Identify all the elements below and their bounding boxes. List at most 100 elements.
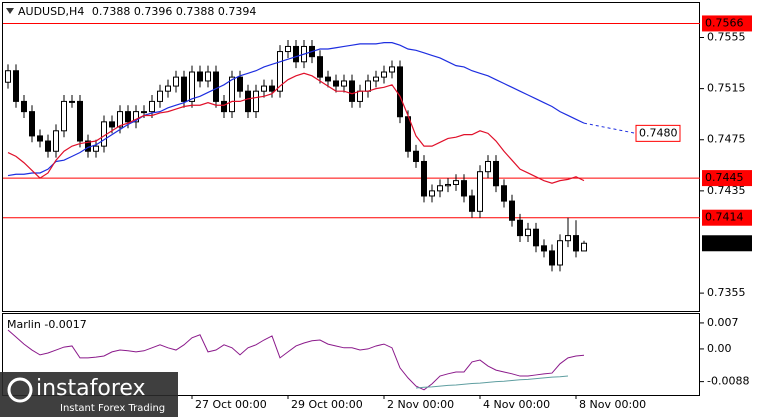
candle-body <box>469 195 475 212</box>
candle-body <box>181 76 187 102</box>
level-box <box>702 15 752 32</box>
candle-body <box>485 160 491 173</box>
y-tick-label: 0.00 <box>707 342 732 355</box>
candle-body <box>381 71 387 78</box>
price-box <box>702 235 752 252</box>
moving-average <box>7 42 585 177</box>
candle-body <box>357 90 363 102</box>
candle-body <box>237 76 243 92</box>
candle-body <box>101 121 107 147</box>
candle-body <box>565 235 571 242</box>
candle-body <box>13 70 19 102</box>
x-tick-label: 4 Nov 00:00 <box>483 398 550 411</box>
candle-body <box>53 130 59 152</box>
indicator-panel <box>2 313 700 396</box>
y-tick-label: 0.7515 <box>707 82 746 95</box>
last-open: 0.7388 <box>92 5 131 18</box>
candle-body <box>261 85 267 92</box>
candle-body <box>37 135 43 142</box>
price-label: 0.7394 <box>705 236 744 249</box>
candle-body <box>453 180 459 185</box>
candle-body <box>501 185 507 202</box>
y-tick-label: 0.7475 <box>707 133 746 146</box>
watermark-logo <box>7 377 33 403</box>
candle-body <box>413 150 419 162</box>
last-high: 0.7396 <box>134 5 173 18</box>
x-tick-label: 27 Oct 00:00 <box>195 398 267 411</box>
candle-body <box>365 80 371 92</box>
candle-body <box>165 85 171 92</box>
candle-body <box>69 100 75 103</box>
candle-body <box>141 111 147 114</box>
candle-body <box>333 80 339 87</box>
level-box <box>702 170 752 187</box>
candle-body <box>45 140 51 152</box>
candle-body <box>221 100 227 113</box>
candle-body <box>21 100 27 113</box>
candle-body <box>573 235 579 252</box>
indicator-value: -0.0017 <box>44 318 86 331</box>
candle-body <box>125 111 131 123</box>
candle-body <box>5 70 11 83</box>
candle-body <box>509 200 515 221</box>
indicator-title: Marlin <box>7 318 41 331</box>
candle-body <box>549 250 555 266</box>
last-close: 0.7394 <box>218 5 257 18</box>
last-low: 0.7388 <box>176 5 215 18</box>
candle-body <box>149 100 155 113</box>
watermark-tagline: Instant Forex Trading <box>60 403 165 414</box>
candle-body <box>477 171 483 212</box>
candle-body <box>317 56 323 78</box>
y-tick-label: 0.7555 <box>707 31 746 44</box>
candle-body <box>133 111 139 123</box>
candle-body <box>61 100 67 132</box>
price-panel <box>2 2 700 312</box>
candle-body <box>117 111 123 128</box>
candle-body <box>29 111 35 137</box>
projection-line <box>583 122 637 134</box>
candle-body <box>373 76 379 82</box>
candle-body <box>517 219 523 237</box>
candle-body <box>397 66 403 118</box>
candle-body <box>581 242 587 252</box>
x-tick-label: 29 Oct 00:00 <box>291 398 363 411</box>
candle-body <box>269 85 275 92</box>
candle-body <box>533 228 539 247</box>
candle-body <box>253 90 259 113</box>
watermark-brand: instaforex <box>36 376 146 401</box>
candle-body <box>389 66 395 73</box>
x-tick-label: 2 Nov 00:00 <box>387 398 454 411</box>
candle-body <box>325 76 331 82</box>
indicator-header: Marlin -0.0017 <box>7 318 87 331</box>
indicator-line <box>415 375 569 389</box>
candle-body <box>109 121 115 128</box>
symbol-header: AUDUSD,H4 0.7388 0.7396 0.7388 0.7394 <box>18 5 256 18</box>
candle-body <box>173 76 179 87</box>
candle-body <box>421 160 427 197</box>
candle-body <box>429 190 435 197</box>
candle-body <box>293 45 299 63</box>
level-label: 0.7445 <box>705 171 744 184</box>
y-tick-label: 0.7355 <box>707 286 746 299</box>
symbol-title: AUDUSD,H4 <box>18 5 84 18</box>
projection-box <box>635 124 681 142</box>
level-box <box>702 209 752 226</box>
candle-body <box>461 180 467 197</box>
y-tick-label: 0.007 <box>707 316 739 329</box>
symbol-icon <box>6 8 14 14</box>
y-tick-label: -0.0088 <box>707 375 749 388</box>
candle-body <box>285 45 291 53</box>
candle-body <box>349 80 355 102</box>
candle-body <box>525 228 531 237</box>
candle-body <box>205 71 211 82</box>
y-tick-label: 0.7435 <box>707 184 746 197</box>
candle-body <box>77 100 83 142</box>
candle-body <box>189 71 195 102</box>
candle-body <box>277 51 283 92</box>
candle-body <box>493 160 499 187</box>
projection-label: 0.7480 <box>639 126 678 139</box>
candle-body <box>541 245 547 252</box>
level-label: 0.7414 <box>705 211 744 224</box>
